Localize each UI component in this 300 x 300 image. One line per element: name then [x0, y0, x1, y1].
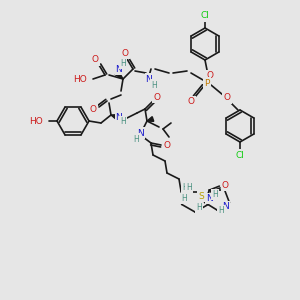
Text: O: O	[224, 94, 230, 103]
Text: H: H	[182, 183, 188, 192]
Text: HO: HO	[73, 74, 87, 83]
Text: HO: HO	[29, 116, 43, 125]
Text: N: N	[146, 74, 152, 83]
Text: O: O	[222, 181, 229, 190]
Text: N: N	[138, 128, 144, 137]
Text: H: H	[120, 118, 126, 127]
Polygon shape	[111, 115, 118, 119]
Text: P: P	[204, 79, 210, 88]
Text: O: O	[164, 140, 170, 149]
Text: Cl: Cl	[236, 151, 244, 160]
Text: H: H	[196, 202, 202, 211]
Text: N: N	[116, 64, 122, 74]
Text: Cl: Cl	[201, 11, 209, 20]
Text: N: N	[222, 202, 229, 211]
Text: O: O	[92, 56, 98, 64]
Text: S: S	[198, 192, 204, 201]
Text: O: O	[154, 92, 160, 101]
Text: H: H	[120, 58, 126, 68]
Polygon shape	[115, 71, 123, 79]
Text: H: H	[212, 190, 218, 199]
Text: N: N	[206, 194, 213, 203]
Text: H: H	[218, 206, 224, 215]
Text: O: O	[89, 104, 97, 113]
Text: H: H	[133, 134, 139, 143]
Text: H: H	[181, 194, 187, 203]
Polygon shape	[147, 117, 154, 122]
Text: H: H	[151, 80, 157, 89]
Text: O: O	[206, 71, 214, 80]
Text: N: N	[116, 112, 122, 122]
Text: O: O	[188, 98, 194, 106]
Text: H: H	[186, 183, 192, 192]
Text: O: O	[122, 49, 128, 58]
